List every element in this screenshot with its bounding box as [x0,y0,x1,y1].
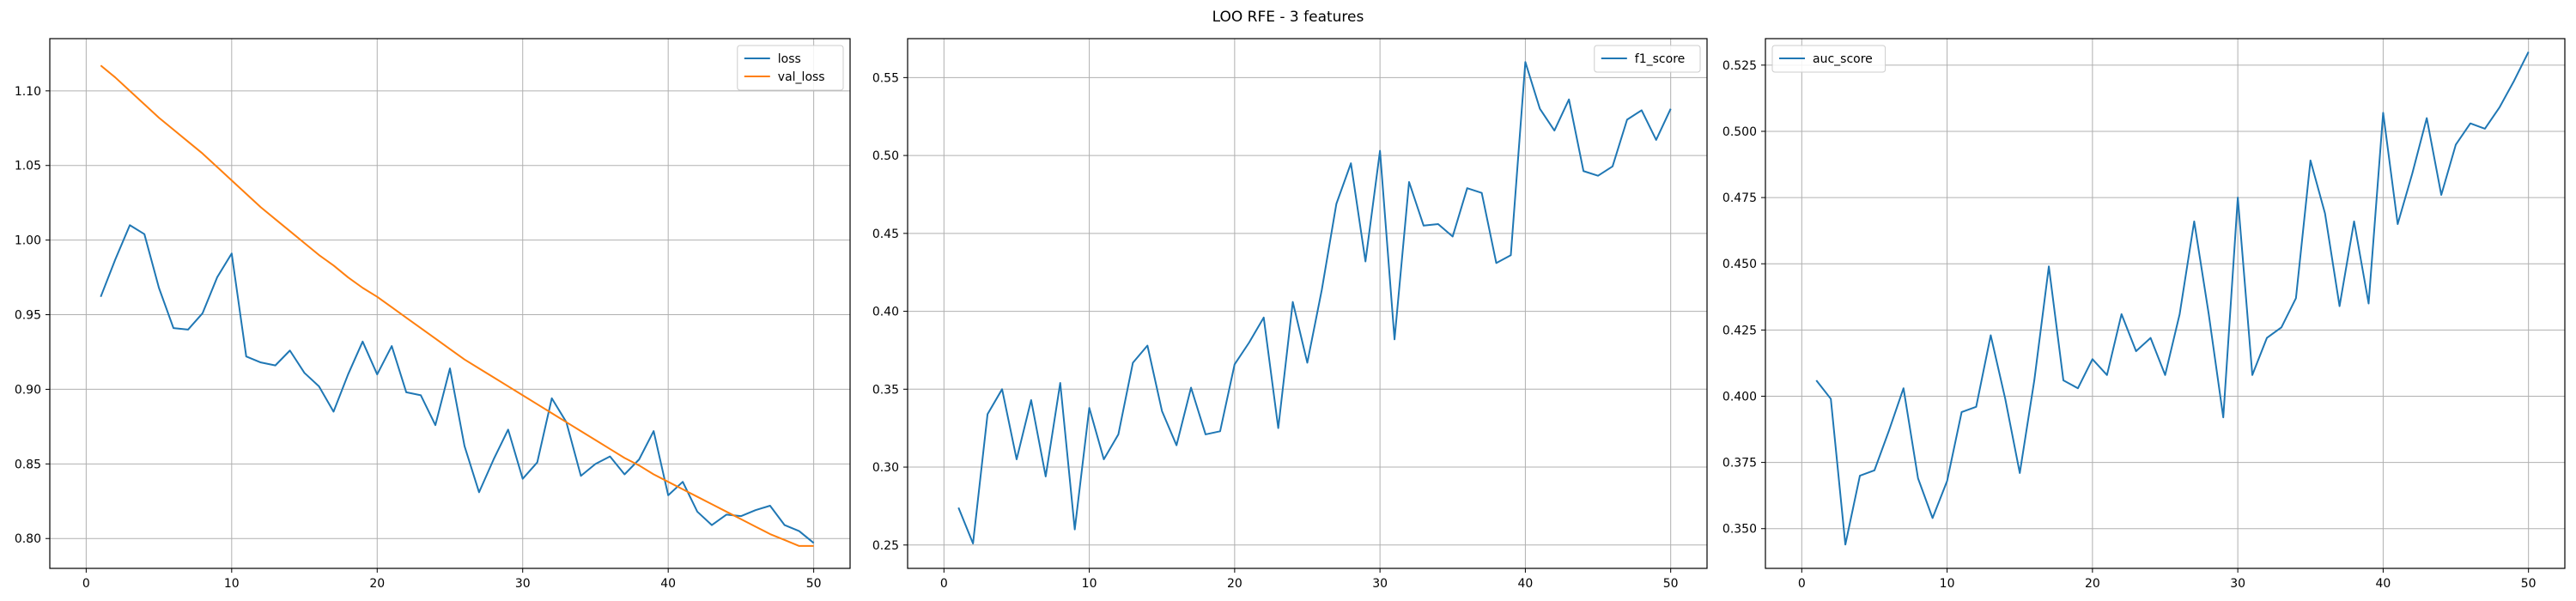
axes-frame [1765,38,2566,569]
y-tick-label: 0.525 [1722,59,1757,73]
series-line-val-loss [100,64,814,547]
x-tick-label: 30 [2230,577,2245,591]
y-tick-label: 0.55 [872,71,899,85]
legend: auc_score [1771,45,1886,73]
legend: f1_score [1594,45,1701,73]
series-line-f1-score [957,61,1672,544]
legend-label: val_loss [778,70,825,84]
legend-label: loss [778,52,801,66]
y-tick-label: 0.40 [872,306,899,319]
legend-box [1771,45,1886,73]
axes-frame [49,38,851,569]
x-tick-label: 40 [660,577,676,591]
y-tick-label: 0.80 [15,532,41,546]
x-tick-label: 50 [1663,577,1679,591]
series-line-loss [100,224,815,544]
x-tick-label: 0 [82,577,90,591]
y-tick-label: 0.500 [1722,125,1757,139]
y-tick-label: 1.10 [15,85,41,99]
legend-label: auc_score [1813,52,1873,66]
figure-title: LOO RFE - 3 features [1212,9,1364,26]
x-tick-label: 50 [2521,577,2537,591]
subplot-f1-score: 0 10 20 30 40 50 0.25 0.30 0.35 0.40 0.45 0.50 0.55 f… [872,38,1708,591]
grid [1765,39,2565,568]
x-tick-label: 10 [1940,577,1955,591]
y-tick-label: 0.50 [872,149,899,163]
x-tick-label: 0 [940,577,948,591]
x-tick-label: 10 [224,577,240,591]
y-tick-label: 0.25 [872,539,899,553]
x-tick-label: 50 [806,577,822,591]
y-tick-label: 0.375 [1722,457,1757,470]
subplot-loss: 0 10 20 30 40 50 0.80 0.85 0.90 0.95 1.00 1.05 1.10 l… [15,38,851,591]
y-tick-label: 0.400 [1722,390,1757,404]
y-tick-label: 0.85 [15,458,41,471]
x-tick-label: 20 [369,577,385,591]
x-tick-label: 40 [1517,577,1533,591]
axes-frame [907,38,1708,569]
y-tick-label: 0.45 [872,228,899,241]
legend-box [1594,45,1701,73]
series-line-auc-score [1815,51,2530,546]
x-tick-label: 10 [1082,577,1097,591]
y-tick-label: 1.05 [15,160,41,173]
y-tick-label: 0.475 [1722,191,1757,205]
legend-box [737,45,844,91]
grid [50,39,850,568]
y-tick-label: 0.90 [15,383,41,397]
x-tick-label: 20 [1227,577,1242,591]
y-tick-label: 0.350 [1722,523,1757,537]
grid [908,39,1707,568]
y-tick-label: 0.35 [872,383,899,397]
legend-label: f1_score [1635,52,1685,66]
legend: loss val_loss [737,45,844,91]
y-tick-label: 0.95 [15,309,41,323]
y-tick-label: 0.30 [872,461,899,475]
x-tick-label: 20 [2085,577,2100,591]
x-tick-label: 0 [1798,577,1806,591]
y-tick-label: 0.425 [1722,324,1757,337]
x-tick-label: 30 [515,577,531,591]
subplot-auc-score: 0 10 20 30 40 50 0.350 0.375 0.400 0.425 0.450 0.47… [1722,38,2566,591]
x-tick-label: 40 [2375,577,2391,591]
y-tick-label: 0.450 [1722,258,1757,271]
y-tick-label: 1.00 [15,234,41,248]
x-tick-label: 30 [1372,577,1388,591]
